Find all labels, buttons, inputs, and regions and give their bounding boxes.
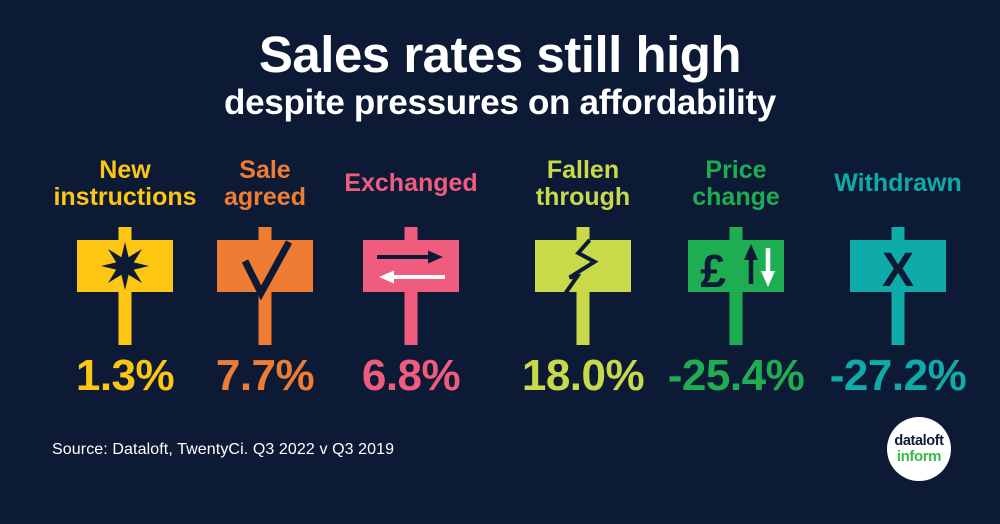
exchange-arrows-icon — [377, 250, 445, 284]
metric-label: New instructions — [53, 155, 197, 211]
source-note: Source: Dataloft, TwentyCi. Q3 2022 v Q3… — [52, 441, 395, 458]
metric-column-price-change: Price change £ -25.4% — [656, 155, 816, 398]
metric-column-fallen-through: Fallen through 18.0% — [503, 155, 663, 398]
logo-inform-text: inform — [896, 448, 942, 466]
checkmark-icon — [241, 240, 293, 301]
metric-label: Withdrawn — [834, 169, 962, 198]
metric-column-exchanged: Exchanged 6.8% — [331, 155, 491, 398]
metric-value: -25.4% — [667, 351, 805, 400]
metric-label: Price change — [692, 155, 780, 211]
signpost-board — [363, 240, 459, 292]
cross-icon: X — [882, 244, 914, 297]
logo-dataloft-text: dataloft — [894, 432, 944, 449]
metric-column-sale-agreed: Sale agreed 7.7% — [185, 155, 345, 398]
metric-value: 18.0% — [521, 351, 645, 400]
metric-label: Sale agreed — [224, 155, 306, 211]
metric-column-new-instructions: New instructions 1.3% — [45, 155, 205, 398]
signpost-exchanged — [363, 227, 459, 345]
metric-value: 6.8% — [361, 351, 461, 400]
signpost-sale-agreed — [217, 227, 313, 345]
signpost-fallen-through — [535, 227, 631, 345]
dataloft-inform-logo: dataloft inform — [887, 417, 951, 481]
pound-up-down-icon: £ — [700, 244, 775, 297]
metric-value: -27.2% — [829, 351, 967, 400]
metric-value: 1.3% — [75, 351, 175, 400]
metric-label: Fallen through — [535, 155, 631, 211]
pound-glyph: £ — [700, 245, 726, 297]
signpost-withdrawn: X — [850, 227, 946, 345]
signpost-price-change: £ — [688, 227, 784, 345]
page-subtitle: despite pressures on affordability — [224, 83, 776, 122]
metric-value: 7.7% — [215, 351, 315, 400]
metric-column-withdrawn: Withdrawn X -27.2% — [818, 155, 978, 398]
crack-icon — [561, 238, 599, 299]
starburst-icon — [101, 242, 149, 290]
metric-label: Exchanged — [344, 169, 478, 198]
signpost-board — [850, 240, 946, 292]
header: Sales rates still high despite pressures… — [0, 26, 1000, 122]
page-title: Sales rates still high — [258, 26, 742, 83]
signpost-new-instructions — [77, 227, 173, 345]
